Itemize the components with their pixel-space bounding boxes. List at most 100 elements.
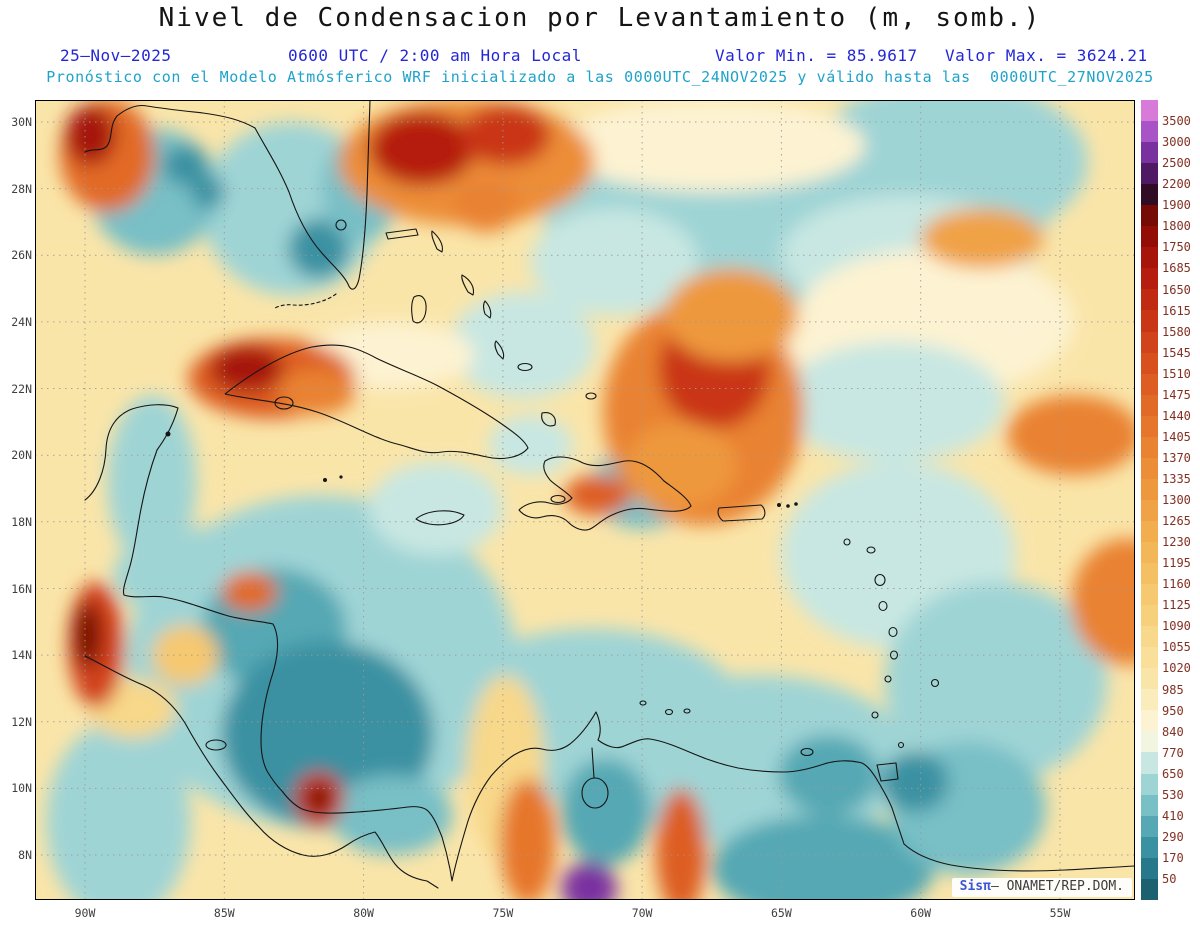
lon-tick-label: 80W [353, 906, 374, 920]
lat-tick-label: 8N [18, 848, 32, 862]
colorbar-level-label: 650 [1162, 766, 1184, 781]
field-contours [46, 100, 1135, 900]
colorbar-segment [1141, 184, 1158, 206]
colorbar-segment [1141, 205, 1158, 227]
lat-tick-label: 28N [11, 181, 32, 196]
colorbar-segment [1141, 100, 1158, 122]
lon-tick-label: 55W [1049, 906, 1071, 920]
colorbar-strip [1141, 100, 1158, 900]
colorbar-level-label: 50 [1162, 871, 1177, 886]
colorbar-segment [1141, 878, 1158, 900]
lon-tick-label: 85W [213, 906, 235, 920]
colorbar-level-label: 1265 [1162, 514, 1191, 529]
colorbar-level-label: 1800 [1162, 219, 1191, 234]
colorbar-level-label: 410 [1162, 808, 1184, 823]
colorbar-segment [1141, 520, 1158, 542]
colorbar-segment [1141, 478, 1158, 500]
colorbar-level-label: 530 [1162, 787, 1184, 802]
colorbar-segment [1141, 436, 1158, 458]
lat-tick-label: 10N [11, 781, 32, 796]
colorbar-segment [1141, 857, 1158, 879]
colorbar-level-label: 950 [1162, 703, 1184, 718]
lat-tick-label: 26N [11, 248, 32, 263]
colorbar-segment [1141, 352, 1158, 374]
grid-lines [35, 100, 1135, 900]
lat-tick-label: 14N [11, 648, 32, 663]
map-frame [35, 100, 1135, 900]
colorbar-segment [1141, 752, 1158, 774]
colorbar-level-label: 1405 [1162, 429, 1191, 444]
lat-tick-label: 24N [11, 314, 32, 329]
colorbar-level-label: 1900 [1162, 198, 1191, 213]
latitude-axis: 30N 28N 26N 24N 22N 20N 18N 16N 14N 12N 10N 8N [2, 0, 32, 927]
colorbar-segment [1141, 541, 1158, 564]
colorbar-level-label: 1370 [1162, 450, 1191, 465]
map-area: Sisπ– ONAMET/REP.DOM. [35, 100, 1135, 900]
colorbar-level-label: 1475 [1162, 387, 1191, 402]
colorbar-segment [1141, 689, 1158, 711]
lon-tick-label: 90W [74, 906, 96, 920]
colorbar-segment [1141, 647, 1158, 669]
colorbar-level-label: 770 [1162, 745, 1184, 760]
colorbar: 3500 3000 2500 2200 1900 1800 1750 1685 1650 1615… [1141, 100, 1200, 900]
colorbar-segment [1141, 584, 1158, 606]
colorbar-level-label: 1580 [1162, 324, 1191, 339]
colorbar-segment [1141, 415, 1158, 437]
colorbar-level-label: 1650 [1162, 282, 1191, 297]
contour-map [35, 100, 1135, 900]
lat-tick-label: 16N [11, 581, 32, 596]
colorbar-level-label: 840 [1162, 724, 1184, 739]
colorbar-segment [1141, 247, 1158, 269]
colorbar-level-label: 1335 [1162, 471, 1191, 486]
colorbar-segment [1141, 121, 1158, 143]
colorbar-segment [1141, 394, 1158, 416]
colorbar-level-label: 290 [1162, 829, 1184, 844]
colorbar-level-label: 1300 [1162, 493, 1191, 507]
lon-tick-label: 60W [910, 906, 932, 920]
colorbar-segment [1141, 563, 1158, 585]
forecast-time: 0600 UTC / 2:00 am Hora Local [288, 46, 582, 65]
colorbar-level-label: 985 [1162, 682, 1184, 697]
watermark-brand: Sisπ [959, 879, 991, 894]
colorbar-level-label: 1160 [1162, 577, 1191, 592]
colorbar-segment [1141, 499, 1158, 521]
lon-tick-label: 70W [631, 906, 653, 920]
forecast-date: 25–Nov–2025 [60, 46, 172, 65]
colorbar-segment [1141, 731, 1158, 753]
colorbar-segment [1141, 268, 1158, 290]
colorbar-level-label: 1230 [1162, 535, 1191, 550]
longitude-axis: 90W 85W 80W 75W 70W 65W 60W 55W [0, 906, 1200, 924]
colorbar-level-label: 170 [1162, 850, 1184, 865]
colorbar-segment [1141, 457, 1158, 479]
colorbar-segment [1141, 668, 1158, 690]
colorbar-segment [1141, 605, 1158, 627]
colorbar-segment [1141, 836, 1158, 858]
watermark-text: – ONAMET/REP.DOM. [990, 879, 1124, 894]
colorbar-segment [1141, 142, 1158, 164]
colorbar-level-label: 1545 [1162, 345, 1191, 360]
lon-tick-label: 65W [771, 906, 792, 920]
colorbar-level-label: 1090 [1162, 619, 1191, 634]
lon-tick-label: 75W [492, 906, 514, 920]
lat-tick-label: 22N [11, 381, 32, 396]
colorbar-segment [1141, 310, 1158, 332]
valor-min-label: Valor Min. = 85.9617 [715, 46, 918, 65]
colorbar-level-label: 1440 [1162, 408, 1191, 423]
colorbar-level-label: 2200 [1162, 177, 1191, 192]
colorbar-level-label: 2500 [1162, 156, 1191, 171]
colorbar-level-label: 1615 [1162, 303, 1191, 318]
colorbar-segment [1141, 710, 1158, 732]
colorbar-level-label: 1195 [1162, 556, 1191, 571]
valor-max-label: Valor Max. = 3624.21 [945, 46, 1148, 65]
colorbar-level-label: 1055 [1162, 640, 1191, 655]
page-title: Nivel de Condensacion por Levantamiento … [158, 3, 1042, 33]
model-info: Pronóstico con el Modelo Atmósferico WRF… [46, 68, 1154, 86]
colorbar-level-label: 3500 [1162, 114, 1191, 129]
colorbar-segment [1141, 815, 1158, 837]
colorbar-level-label: 1750 [1162, 240, 1191, 255]
colorbar-level-label: 1020 [1162, 661, 1191, 676]
colorbar-level-label: 3000 [1162, 135, 1191, 150]
colorbar-segment [1141, 373, 1158, 395]
colorbar-level-label: 1685 [1162, 261, 1191, 276]
